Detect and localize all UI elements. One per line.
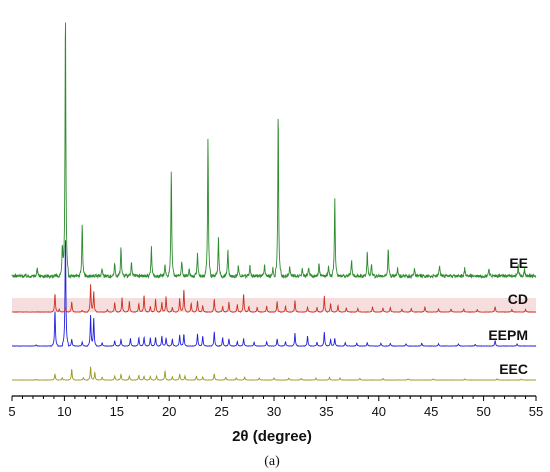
series-line-cd xyxy=(11,284,537,313)
x-tick-label: 20 xyxy=(162,404,176,419)
x-tick-label: 50 xyxy=(476,404,490,419)
x-tick-label: 5 xyxy=(8,404,15,419)
series-label-eec: EEC xyxy=(499,361,528,377)
pattern-traces xyxy=(11,22,537,381)
series-line-eepm xyxy=(11,240,537,347)
x-tick-label: 10 xyxy=(57,404,71,419)
series-label-ee: EE xyxy=(509,255,528,271)
cd-highlight-band xyxy=(12,298,536,312)
x-tick-label: 45 xyxy=(424,404,438,419)
series-labels: EE CD EEPM EEC xyxy=(488,255,528,377)
series-label-eepm: EEPM xyxy=(488,327,528,343)
x-tick-label: 40 xyxy=(372,404,386,419)
x-axis: 5 10 15 20 25 30 35 40 45 50 55 xyxy=(8,395,543,419)
series-line-ee xyxy=(11,22,537,280)
x-axis-title: 2θ (degree) xyxy=(232,428,312,445)
x-tick-label: 30 xyxy=(267,404,281,419)
figure-caption: (a) xyxy=(264,454,280,469)
x-tick-label: 55 xyxy=(529,404,543,419)
series-label-cd: CD xyxy=(508,291,528,307)
x-tick-label: 25 xyxy=(214,404,228,419)
x-tick-label: 35 xyxy=(319,404,333,419)
series-line-eec xyxy=(11,366,537,381)
x-tick-label: 15 xyxy=(110,404,124,419)
